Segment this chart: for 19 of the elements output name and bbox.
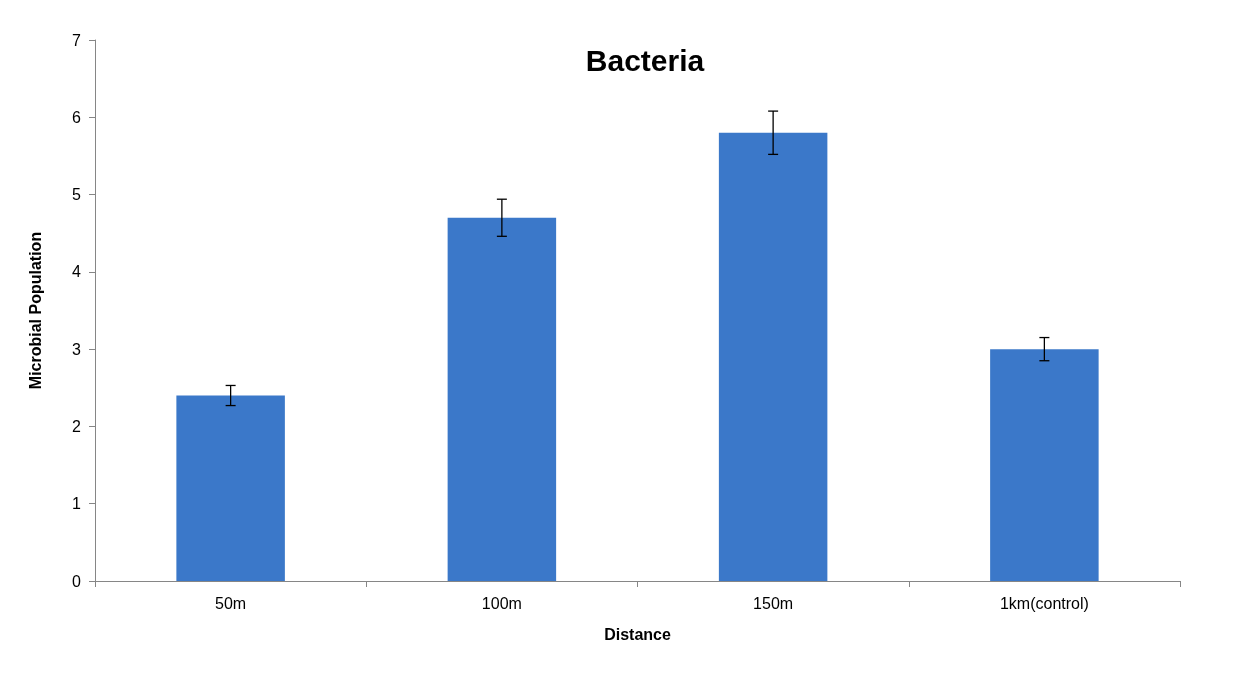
y-tick-label: 2 (72, 417, 82, 435)
y-tick-label: 6 (72, 108, 82, 126)
y-tick-label: 7 (72, 31, 82, 49)
bar (718, 132, 828, 581)
x-tick-label: 150m (753, 594, 794, 612)
x-axis-title: Distance (604, 625, 671, 643)
y-tick-label: 3 (72, 340, 82, 358)
bar (447, 217, 557, 581)
y-axis-title: Microbial Population (26, 231, 44, 390)
x-tick-label: 50m (215, 594, 247, 612)
x-tick-label: 1km(control) (999, 594, 1089, 612)
x-tick-label: 100m (481, 594, 522, 612)
chart-title: Bacteria (585, 43, 705, 77)
y-tick-label: 4 (72, 263, 82, 281)
bar (176, 395, 285, 581)
y-tick-label: 1 (72, 495, 82, 513)
y-tick-label: 5 (72, 186, 82, 204)
bar (990, 349, 1099, 581)
y-tick-label: 0 (72, 572, 82, 590)
